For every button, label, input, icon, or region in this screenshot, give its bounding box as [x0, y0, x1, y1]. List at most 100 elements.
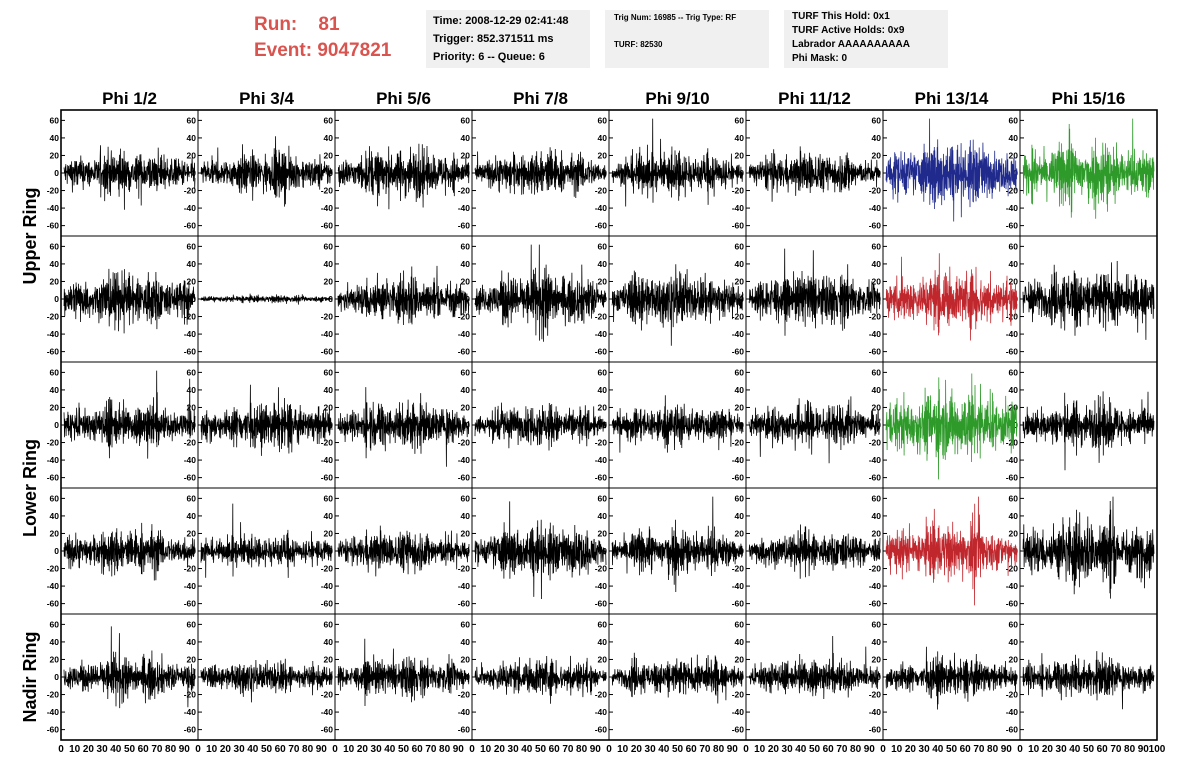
y-tick-label: 40	[1009, 133, 1019, 143]
x-tick-label: 10	[206, 744, 218, 755]
y-tick-label: 40	[1009, 637, 1019, 647]
y-tick-label: 40	[461, 259, 471, 269]
x-tick-label: 90	[1001, 744, 1013, 755]
time-trigger-box: Time: 2008-12-29 02:41:48 Trigger: 852.3…	[426, 10, 590, 68]
y-tick-label: 0	[54, 546, 59, 556]
y-tick-label: 60	[50, 493, 60, 503]
y-tick-label: 40	[461, 637, 471, 647]
waveform-trace	[337, 638, 470, 707]
y-tick-label: 40	[50, 637, 60, 647]
y-tick-label: -20	[321, 690, 334, 700]
waveform-trace	[200, 384, 333, 456]
time-text: Time: 2008-12-29 02:41:48	[433, 15, 569, 27]
y-tick-label: -40	[47, 455, 60, 465]
y-tick-label: -20	[869, 186, 882, 196]
y-tick-label: 40	[598, 385, 608, 395]
y-tick-label: -20	[184, 564, 197, 574]
waveform-trace	[611, 496, 744, 593]
y-tick-label: -20	[732, 312, 745, 322]
run-value: 81	[318, 14, 340, 35]
y-tick-label: 60	[187, 115, 197, 125]
y-tick-label: -40	[595, 329, 608, 339]
column-header: Phi 13/14	[915, 89, 989, 108]
y-tick-label: 60	[1009, 115, 1019, 125]
x-tick-label: 60	[1097, 744, 1109, 755]
x-tick-label: 0	[195, 744, 201, 755]
waveform-trace	[337, 265, 470, 326]
x-tick-label: 40	[795, 744, 807, 755]
y-tick-label: 60	[461, 115, 471, 125]
y-tick-label: 60	[461, 493, 471, 503]
y-tick-label: 20	[735, 654, 745, 664]
y-tick-label: -40	[458, 581, 471, 591]
y-tick-label: -60	[732, 599, 745, 609]
y-tick-label: -20	[595, 564, 608, 574]
y-tick-label: 40	[50, 385, 60, 395]
y-tick-label: -60	[458, 221, 471, 231]
y-tick-label: -60	[1006, 221, 1019, 231]
waveform-trace	[200, 658, 333, 703]
y-tick-label: -20	[1006, 312, 1019, 322]
x-tick-label: 0	[880, 744, 886, 755]
y-tick-label: 40	[735, 511, 745, 521]
waveform-trace	[885, 118, 1018, 222]
y-tick-label: -20	[321, 186, 334, 196]
waveform-trace	[885, 496, 1018, 606]
y-tick-label: 20	[461, 528, 471, 538]
waveform-trace	[611, 652, 744, 704]
run-info: Run: 81 Event: 9047821	[254, 12, 391, 64]
y-tick-label: -20	[321, 438, 334, 448]
event-label: Event:	[254, 40, 313, 61]
labrador-text: Labrador AAAAAAAAAA	[792, 39, 910, 50]
x-tick-label: 20	[220, 744, 232, 755]
x-tick-label: 50	[261, 744, 273, 755]
waveform-trace	[200, 503, 333, 578]
y-tick-label: 60	[461, 241, 471, 251]
y-tick-label: 60	[1009, 619, 1019, 629]
x-tick-label: 50	[398, 744, 410, 755]
y-tick-label: -40	[1006, 203, 1019, 213]
x-tick-label: 40	[247, 744, 259, 755]
y-tick-label: 60	[598, 115, 608, 125]
y-tick-label: 0	[1013, 420, 1018, 430]
x-tick-label: 10	[754, 744, 766, 755]
y-tick-label: 40	[324, 637, 334, 647]
x-tick-label: 70	[425, 744, 437, 755]
run-row: Run: 81	[254, 12, 391, 38]
waveform-trace	[200, 293, 333, 305]
y-tick-label: -40	[47, 329, 60, 339]
y-tick-label: 40	[735, 259, 745, 269]
y-tick-label: 0	[876, 420, 881, 430]
y-tick-label: 20	[872, 150, 882, 160]
y-tick-label: -40	[1006, 581, 1019, 591]
y-tick-label: 20	[872, 654, 882, 664]
y-tick-label: -20	[732, 438, 745, 448]
y-tick-label: -20	[732, 690, 745, 700]
y-tick-label: 20	[872, 276, 882, 286]
y-tick-label: 60	[50, 367, 60, 377]
y-tick-label: 20	[187, 150, 197, 160]
waveform-trace	[611, 264, 744, 346]
x-tick-label: 0	[469, 744, 475, 755]
y-tick-label: 20	[735, 276, 745, 286]
y-tick-label: -20	[47, 690, 60, 700]
y-tick-label: 60	[324, 115, 334, 125]
y-tick-label: 20	[461, 402, 471, 412]
x-tick-label: 90	[590, 744, 602, 755]
y-tick-label: 40	[872, 259, 882, 269]
y-tick-label: -60	[47, 473, 60, 483]
y-tick-label: 0	[465, 294, 470, 304]
y-tick-label: 60	[872, 241, 882, 251]
y-tick-label: 60	[872, 115, 882, 125]
y-tick-label: 0	[54, 420, 59, 430]
waveform-trace	[474, 655, 607, 704]
x-tick-label: 20	[357, 744, 369, 755]
y-tick-label: 40	[872, 133, 882, 143]
y-tick-label: -40	[1006, 707, 1019, 717]
y-tick-label: -40	[595, 455, 608, 465]
y-tick-label: -20	[1006, 438, 1019, 448]
y-tick-label: 40	[50, 511, 60, 521]
y-tick-label: -40	[321, 581, 334, 591]
turf-hold-text: TURF This Hold: 0x1	[792, 11, 890, 22]
